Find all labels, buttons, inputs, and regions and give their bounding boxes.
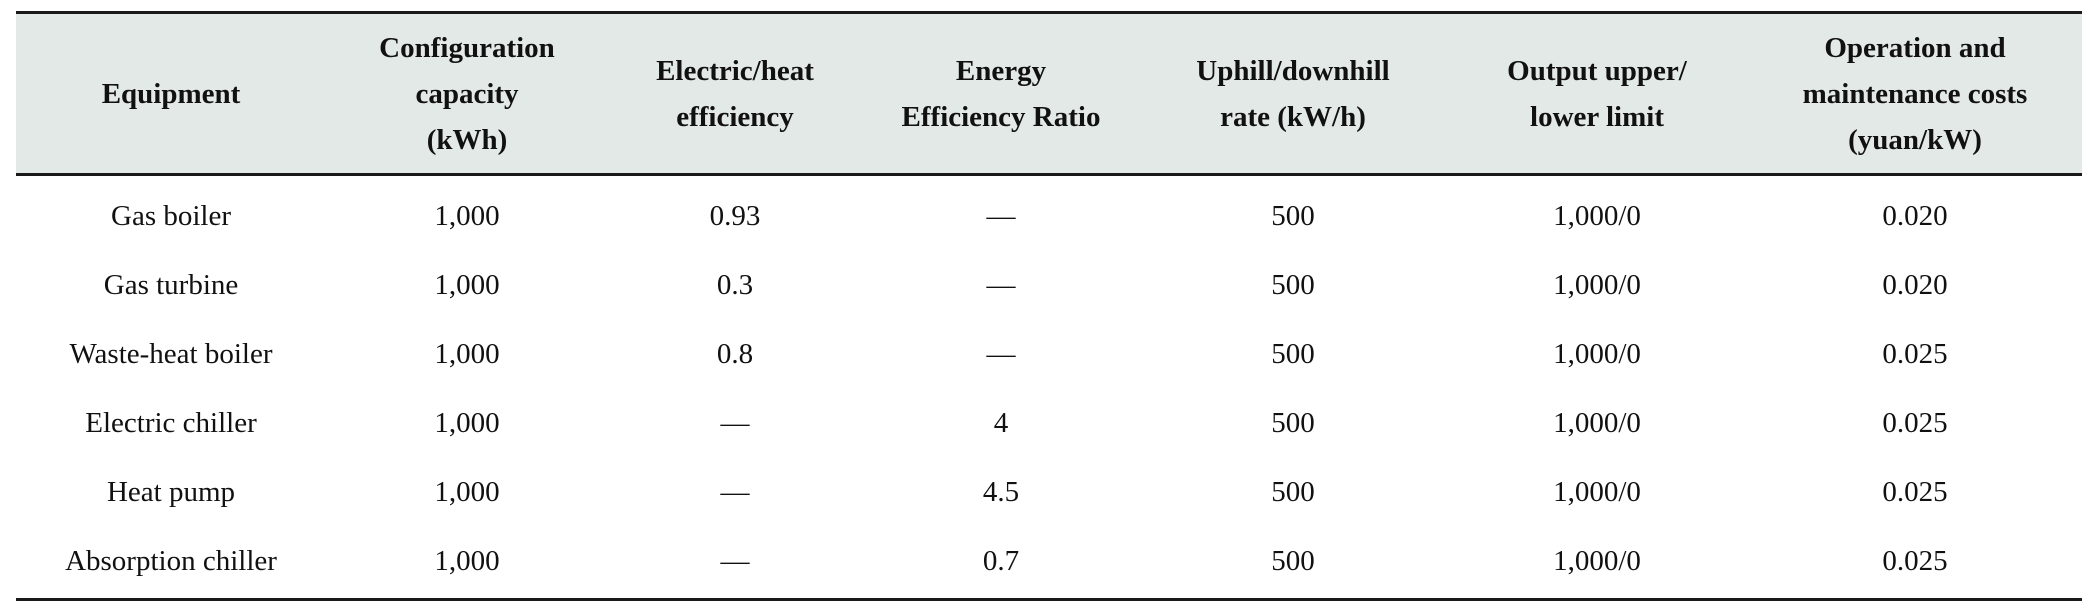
- cell-output-limit: 1,000/0: [1553, 338, 1641, 370]
- cell-output-limit: 1,000/0: [1553, 476, 1641, 508]
- cell-ramp-rate: 500: [1271, 338, 1315, 370]
- cell-ramp-rate: 500: [1271, 200, 1315, 232]
- table-row: Heat pump 1,000 — 4.5 500 1,000/0 0.025: [16, 458, 2082, 527]
- header-line: Uphill/downhill: [1196, 54, 1390, 87]
- cell-equipment: Waste-heat boiler: [69, 338, 273, 370]
- cell-equipment: Absorption chiller: [16, 527, 326, 601]
- cell-om-cost: 0.025: [1882, 476, 1948, 508]
- table-header: Equipment Configuration capacity (kWh) E…: [16, 11, 2082, 176]
- cell-equipment: Electric chiller: [85, 407, 257, 439]
- cell-eer: 0.7: [862, 527, 1140, 601]
- table-body: Gas boiler 1,000 0.93 — 500 1,000/0 0.02…: [16, 175, 2082, 601]
- equipment-parameters-table: Equipment Configuration capacity (kWh) E…: [16, 11, 2082, 601]
- cell-output-limit: 1,000/0: [1553, 200, 1641, 232]
- header-equipment: Equipment: [16, 11, 326, 176]
- cell-efficiency: —: [720, 476, 750, 508]
- header-line: (yuan/kW): [1848, 123, 1982, 156]
- header-line: Operation and: [1824, 31, 2006, 64]
- header-line: lower limit: [1530, 100, 1664, 133]
- cell-efficiency: —: [720, 407, 750, 439]
- cell-capacity: 1,000: [434, 200, 500, 232]
- table-row: Waste-heat boiler 1,000 0.8 — 500 1,000/…: [16, 320, 2082, 389]
- cell-eer: 4: [993, 407, 1009, 439]
- table-row: Gas boiler 1,000 0.93 — 500 1,000/0 0.02…: [16, 175, 2082, 252]
- cell-om-cost: 0.025: [1882, 407, 1948, 439]
- cell-ramp-rate: 500: [1271, 407, 1315, 439]
- cell-om-cost: 0.025: [1748, 527, 2082, 601]
- cell-eer: 4.5: [982, 476, 1020, 508]
- cell-eer: —: [986, 338, 1016, 370]
- cell-capacity: 1,000: [434, 269, 500, 301]
- cell-capacity: 1,000: [434, 407, 500, 439]
- cell-equipment: Gas turbine: [103, 269, 239, 301]
- header-electric-heat-efficiency: Electric/heat efficiency: [608, 11, 862, 176]
- cell-capacity: 1,000: [326, 527, 608, 601]
- cell-efficiency: 0.3: [716, 269, 754, 301]
- cell-efficiency: 0.8: [716, 338, 754, 370]
- header-configuration-capacity: Configuration capacity (kWh): [326, 11, 608, 176]
- cell-efficiency: 0.93: [709, 200, 761, 232]
- cell-efficiency: —: [608, 527, 862, 601]
- cell-output-limit: 1,000/0: [1553, 407, 1641, 439]
- cell-eer: —: [986, 269, 1016, 301]
- header-line: rate (kW/h): [1220, 100, 1366, 133]
- equipment-parameters-table-container: Equipment Configuration capacity (kWh) E…: [16, 11, 2082, 601]
- header-line: Efficiency Ratio: [901, 100, 1101, 133]
- cell-ramp-rate: 500: [1271, 476, 1315, 508]
- header-line: Electric/heat: [656, 54, 814, 87]
- cell-ramp-rate: 500: [1140, 527, 1446, 601]
- cell-om-cost: 0.020: [1882, 200, 1948, 232]
- cell-om-cost: 0.025: [1882, 338, 1948, 370]
- table-row: Electric chiller 1,000 — 4 500 1,000/0 0…: [16, 389, 2082, 458]
- header-om-costs: Operation and maintenance costs (yuan/kW…: [1748, 11, 2082, 176]
- cell-eer: —: [986, 200, 1016, 232]
- header-line: capacity: [415, 77, 519, 110]
- header-output-limit: Output upper/ lower limit: [1446, 11, 1748, 176]
- cell-capacity: 1,000: [434, 476, 500, 508]
- cell-output-limit: 1,000/0: [1446, 527, 1748, 601]
- header-line: efficiency: [676, 100, 794, 133]
- header-line: maintenance costs: [1802, 77, 2028, 110]
- header-line: Configuration: [379, 31, 555, 64]
- cell-capacity: 1,000: [434, 338, 500, 370]
- header-row: Equipment Configuration capacity (kWh) E…: [16, 11, 2082, 176]
- header-uphill-downhill-rate: Uphill/downhill rate (kW/h): [1140, 11, 1446, 176]
- header-line: Energy: [955, 54, 1047, 87]
- header-energy-efficiency-ratio: Energy Efficiency Ratio: [862, 11, 1140, 176]
- table-row: Gas turbine 1,000 0.3 — 500 1,000/0 0.02…: [16, 251, 2082, 320]
- header-line: Equipment: [101, 77, 241, 110]
- cell-ramp-rate: 500: [1271, 269, 1315, 301]
- header-line: Output upper/: [1507, 54, 1687, 87]
- header-line: (kWh): [426, 123, 508, 156]
- table-row: Absorption chiller 1,000 — 0.7 500 1,000…: [16, 527, 2082, 601]
- cell-output-limit: 1,000/0: [1553, 269, 1641, 301]
- cell-equipment: Heat pump: [106, 476, 236, 508]
- cell-equipment: Gas boiler: [111, 200, 231, 232]
- cell-om-cost: 0.020: [1882, 269, 1948, 301]
